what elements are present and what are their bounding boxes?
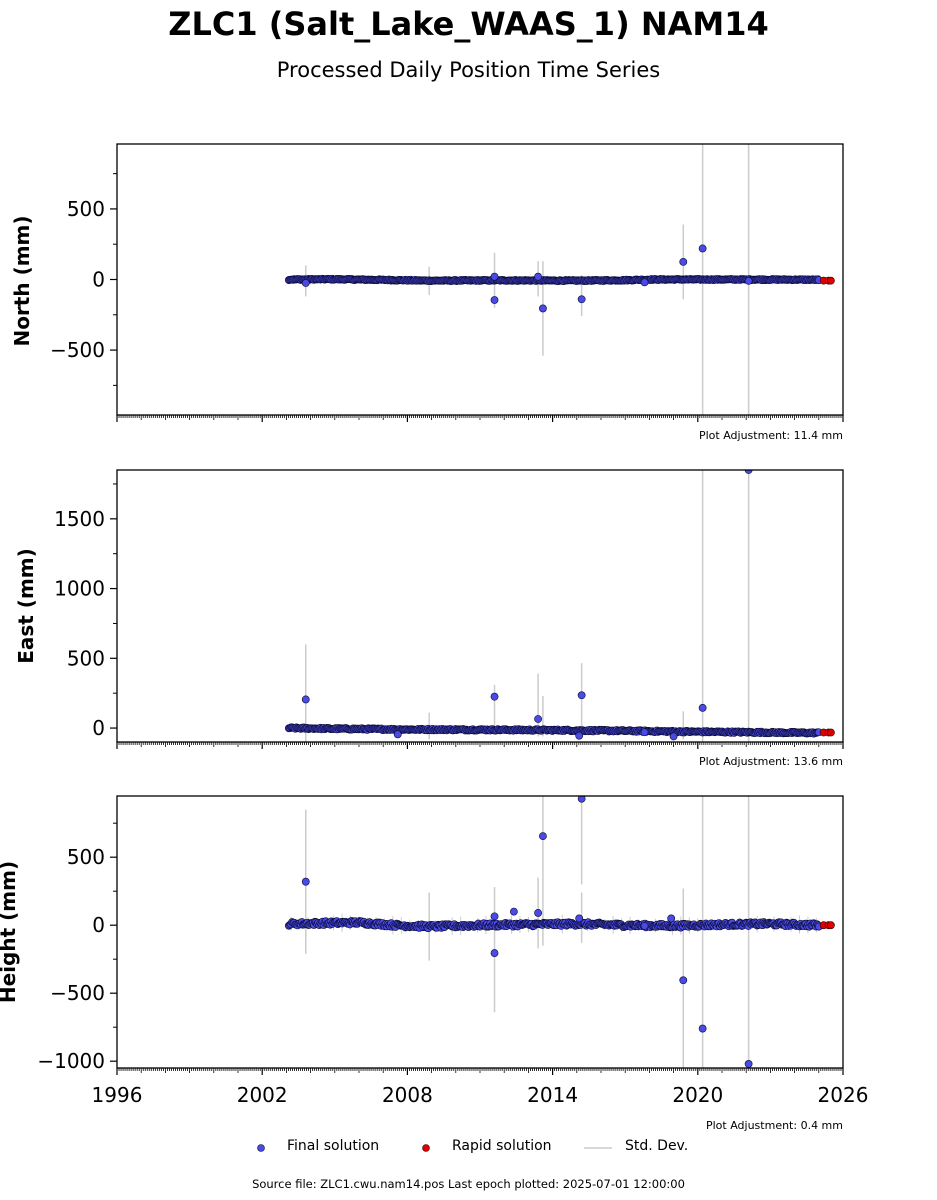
final-point — [490, 692, 499, 701]
final-point — [534, 909, 542, 917]
y-tick-label: −500 — [50, 981, 105, 1005]
north-axis-label: North (mm) — [10, 215, 34, 347]
y-tick-label: 0 — [92, 268, 105, 292]
y-tick-label: 1500 — [54, 507, 105, 531]
rapid-point — [827, 921, 835, 930]
final-point — [744, 470, 753, 474]
final-point — [679, 257, 688, 266]
y-tick-label: 0 — [92, 913, 105, 937]
rapid-point — [827, 276, 835, 285]
plot-area-1 — [284, 470, 835, 742]
y-tick-label: 1000 — [54, 577, 105, 601]
x-tick-label: 2008 — [382, 1083, 433, 1107]
chart-title: ZLC1 (Salt_Lake_WAAS_1) NAM14 — [168, 5, 769, 43]
panel-frame — [116, 469, 844, 743]
final-point — [534, 715, 542, 723]
x-tick-label: 1996 — [92, 1083, 143, 1107]
plot-area-0 — [284, 144, 835, 415]
north-plot-adjustment: Plot Adjustment: 11.4 mm — [698, 429, 843, 442]
final-point — [301, 695, 310, 704]
final-point — [301, 279, 310, 287]
east-plot-adjustment: Plot Adjustment: 13.6 mm — [698, 755, 843, 768]
x-tick-label: 2014 — [527, 1083, 578, 1107]
final-point — [744, 1060, 753, 1068]
y-tick-label: −1000 — [37, 1049, 105, 1073]
x-tick-label: 2002 — [237, 1083, 288, 1107]
final-point — [490, 272, 499, 281]
legend-final-marker — [257, 1144, 265, 1152]
final-point — [301, 877, 310, 886]
panel-1: 0 500 1000 1500 — [54, 469, 844, 749]
y-tick-label: 500 — [67, 197, 105, 221]
final-point — [577, 796, 586, 803]
final-point — [667, 914, 676, 923]
legend-final-label: Final solution — [287, 1138, 380, 1154]
final-point — [490, 949, 499, 957]
final-point — [539, 832, 547, 841]
x-tick-label: 2026 — [818, 1083, 869, 1107]
height-plot-adjustment: Plot Adjustment: 0.4 mm — [705, 1119, 843, 1132]
panel-frame — [116, 795, 844, 1069]
final-point — [744, 277, 753, 285]
plot-area-2 — [284, 796, 835, 1068]
final-point — [577, 295, 586, 304]
final-point — [575, 914, 584, 923]
final-point — [640, 278, 649, 287]
final-point — [577, 691, 586, 700]
legend-rapid-marker — [422, 1144, 430, 1152]
x-tick-label: 2020 — [672, 1083, 723, 1107]
final-point — [669, 732, 678, 741]
y-tick-label: 500 — [67, 845, 105, 869]
source-footer: Source file: ZLC1.cwu.nam14.pos Last epo… — [252, 1177, 685, 1191]
final-point — [640, 921, 649, 930]
final-point — [698, 703, 707, 712]
y-tick-label: −500 — [50, 338, 105, 362]
final-point — [575, 731, 584, 740]
final-point — [509, 907, 518, 916]
final-point — [393, 730, 402, 739]
final-point — [698, 244, 707, 253]
rapid-point — [827, 728, 835, 737]
legend-rapid-label: Rapid solution — [452, 1138, 552, 1154]
legend-std-label: Std. Dev. — [625, 1138, 689, 1154]
y-tick-label: 500 — [67, 646, 105, 670]
panel-0: −500 0 500 — [50, 143, 844, 422]
height-axis-label: Height (mm) — [0, 860, 20, 1004]
legend-std-marker — [584, 1147, 612, 1149]
final-point — [490, 912, 499, 921]
final-point — [539, 304, 547, 313]
final-point — [534, 272, 542, 281]
y-tick-label: 0 — [92, 716, 105, 740]
final-point — [490, 296, 499, 304]
final-point — [698, 1024, 707, 1033]
final-point — [679, 976, 688, 985]
panel-2: −1000 −500 0 500 1996 2002 2008 2014 2020 2026 — [37, 795, 868, 1107]
chart-subtitle: Processed Daily Position Time Series — [276, 58, 661, 82]
east-axis-label: East (mm) — [14, 548, 38, 664]
final-point — [640, 728, 649, 737]
